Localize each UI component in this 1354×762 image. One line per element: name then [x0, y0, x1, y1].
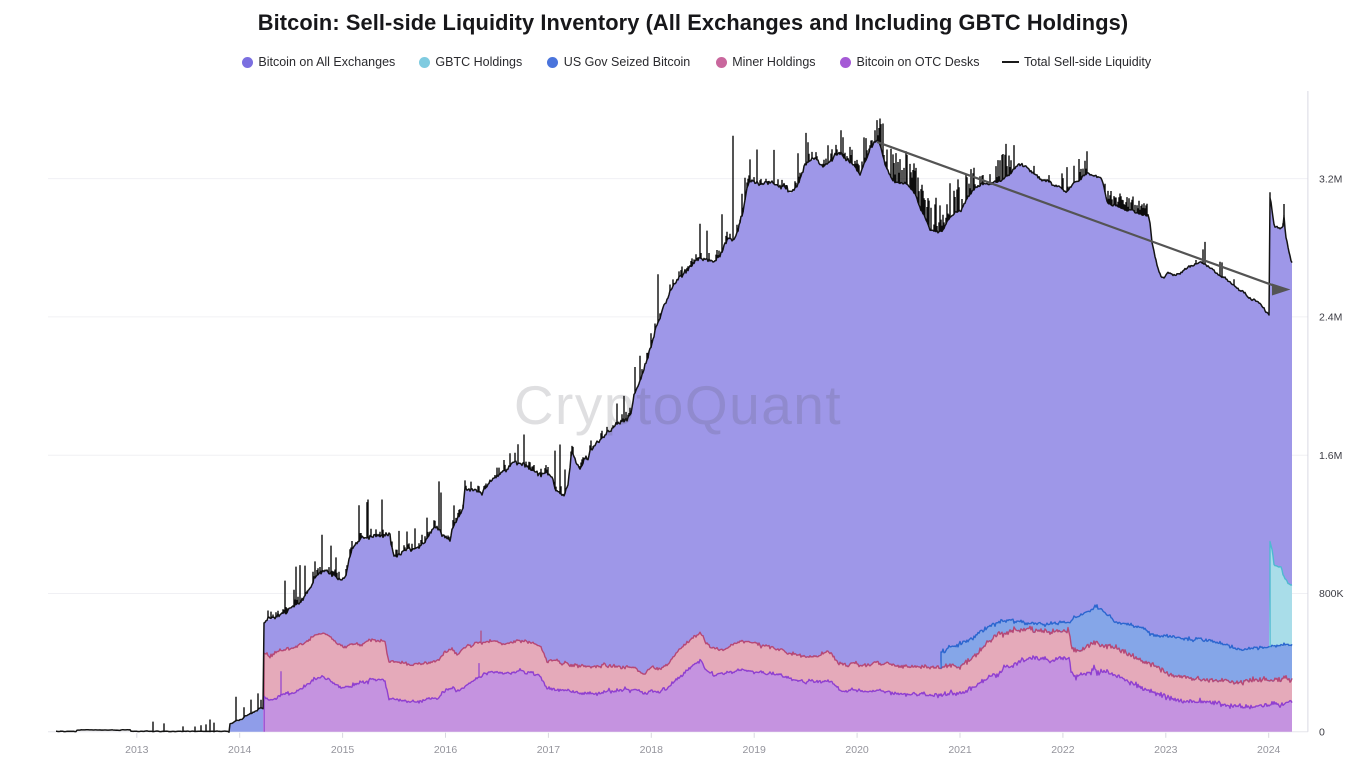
svg-text:2017: 2017 — [537, 744, 561, 756]
svg-text:2021: 2021 — [948, 744, 972, 756]
svg-text:2024: 2024 — [1257, 744, 1281, 756]
svg-text:3.2M: 3.2M — [1319, 173, 1342, 185]
svg-text:2023: 2023 — [1154, 744, 1178, 756]
svg-text:2018: 2018 — [640, 744, 664, 756]
svg-text:2020: 2020 — [845, 744, 869, 756]
svg-text:CryptoQuant: CryptoQuant — [514, 374, 842, 436]
svg-text:800K: 800K — [1319, 588, 1344, 600]
svg-text:0: 0 — [1319, 726, 1325, 738]
svg-text:2019: 2019 — [743, 744, 767, 756]
svg-text:2022: 2022 — [1051, 744, 1075, 756]
svg-text:2016: 2016 — [434, 744, 458, 756]
svg-text:2015: 2015 — [331, 744, 355, 756]
svg-text:1.6M: 1.6M — [1319, 450, 1342, 462]
svg-text:2014: 2014 — [228, 744, 252, 756]
svg-text:2.4M: 2.4M — [1319, 312, 1342, 324]
svg-text:2013: 2013 — [125, 744, 149, 756]
